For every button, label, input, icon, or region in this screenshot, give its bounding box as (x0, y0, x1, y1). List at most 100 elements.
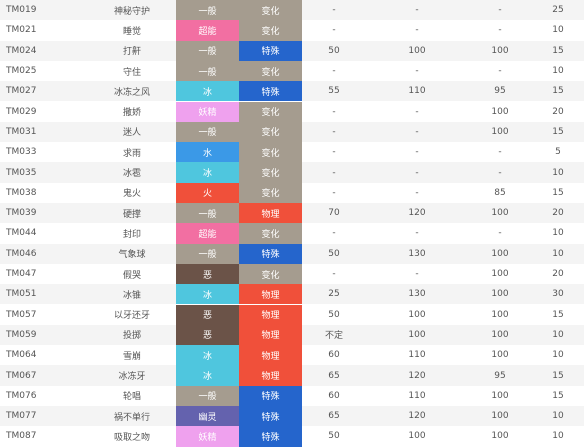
priority-value: 15 (552, 86, 564, 97)
tm-number: TM031 (6, 126, 37, 137)
tm-number: TM087 (6, 431, 37, 442)
priority-value: 10 (552, 350, 564, 361)
table-row[interactable]: TM077 祸不单行 幽灵 特殊 65 120 100 10 (0, 406, 584, 427)
priority-value: 15 (552, 390, 564, 401)
move-name: 求雨 (122, 148, 141, 159)
table-row[interactable]: TM051 冰锥 冰物理 25 130 100 30 (0, 284, 584, 305)
table-row[interactable]: TM087 吸取之吻 妖精 特殊 50 100 100 10 (0, 426, 584, 447)
table-row[interactable]: TM076 轮唱 一般 特殊 60 110 100 15 (0, 385, 584, 406)
power-value: - (332, 187, 336, 198)
type-badge: 幽灵 (176, 406, 239, 427)
table-row[interactable]: TM027 冰冻之风 冰特殊 55 110 95 15 (0, 81, 584, 102)
move-name: 封印 (122, 229, 141, 240)
accuracy-value: 110 (408, 350, 426, 361)
priority-value: 10 (552, 25, 564, 36)
tm-number: TM057 (6, 309, 37, 320)
pp-value: 100 (491, 390, 509, 401)
power-value: - (332, 147, 336, 158)
table-row[interactable]: TM035 冰雹 冰变化 - - - 10 (0, 162, 584, 183)
tm-number: TM047 (6, 269, 37, 280)
power-value: 50 (328, 431, 340, 442)
power-value: 不定 (324, 331, 343, 342)
priority-value: 10 (552, 329, 564, 340)
pp-value: 100 (491, 309, 509, 320)
table-row[interactable]: TM021 睡觉 超能 变化 - - - 10 (0, 20, 584, 41)
accuracy-value: - (415, 66, 419, 77)
table-row[interactable]: TM033 求雨 水变化 - - - 5 (0, 142, 584, 163)
table-row[interactable]: TM031 迷人 一般 变化 - - 100 15 (0, 121, 584, 143)
priority-value: 15 (552, 309, 564, 320)
accuracy-value: 120 (408, 370, 426, 381)
type-badge: 冰 (176, 365, 239, 386)
type-badge: 超能 (176, 20, 239, 41)
type-badge: 恶 (176, 263, 239, 285)
move-name: 祸不单行 (113, 412, 150, 423)
power-value: - (332, 269, 336, 280)
type-badge: 恶 (176, 324, 239, 346)
type-badge: 一般 (176, 385, 239, 406)
accuracy-value: 130 (408, 289, 426, 300)
category-badge: 特殊 (239, 81, 302, 102)
power-value: 70 (328, 208, 340, 219)
category-badge: 物理 (239, 284, 302, 305)
pp-value: 95 (494, 370, 506, 381)
type-badge: 一般 (176, 243, 239, 264)
category-badge: 特殊 (239, 406, 302, 427)
table-row[interactable]: TM025 守住 一般 变化 - - - 10 (0, 60, 584, 82)
category-badge: 变化 (239, 121, 302, 143)
category-badge: 物理 (239, 345, 302, 366)
type-badge: 水 (176, 142, 239, 163)
power-value: - (332, 126, 336, 137)
tm-number: TM025 (6, 66, 37, 77)
pp-value: 85 (494, 187, 506, 198)
accuracy-value: - (415, 228, 419, 239)
priority-value: 30 (552, 289, 564, 300)
power-value: - (332, 167, 336, 178)
move-name: 迷人 (122, 128, 141, 139)
table-row[interactable]: TM024 打鼾 一般 特殊 50 100 100 15 (0, 40, 584, 61)
move-name: 打鼾 (122, 47, 141, 58)
table-row[interactable]: TM039 硬撑 一般 物理 70 120 100 20 (0, 203, 584, 224)
table-row[interactable]: TM047 假哭 恶变化 - - 100 20 (0, 263, 584, 285)
category-badge: 变化 (239, 223, 302, 244)
table-row[interactable]: TM046 气象球 一般 特殊 50 130 100 10 (0, 243, 584, 264)
move-name: 雪崩 (122, 351, 141, 362)
table-row[interactable]: TM067 冰冻牙 冰物理 65 120 95 15 (0, 365, 584, 386)
priority-value: 15 (552, 187, 564, 198)
table-row[interactable]: TM029 撒娇 妖精 变化 - - 100 20 (0, 101, 584, 122)
table-row[interactable]: TM038 鬼火 火变化 - - 85 15 (0, 182, 584, 203)
category-badge: 变化 (239, 20, 302, 41)
tm-number: TM029 (6, 106, 37, 117)
priority-value: 10 (552, 66, 564, 77)
table-row[interactable]: TM057 以牙还牙 恶物理 50 100 100 15 (0, 304, 584, 325)
type-badge: 冰 (176, 284, 239, 305)
accuracy-value: - (415, 106, 419, 117)
move-name: 轮唱 (122, 392, 141, 403)
tm-number: TM019 (6, 5, 37, 16)
table-row[interactable]: TM059 投掷 恶物理 不定 100 100 10 (0, 324, 584, 346)
type-badge: 超能 (176, 223, 239, 244)
move-name: 投掷 (122, 331, 141, 342)
move-name: 守住 (122, 67, 141, 78)
pp-value: - (498, 66, 502, 77)
pp-value: 100 (491, 45, 509, 56)
table-row[interactable]: TM019 神秘守护 一般 变化 - - - 25 (0, 0, 584, 21)
priority-value: 10 (552, 228, 564, 239)
priority-value: 20 (552, 269, 564, 280)
priority-value: 5 (555, 147, 561, 158)
power-value: 65 (328, 370, 340, 381)
accuracy-value: - (415, 5, 419, 16)
pp-value: - (498, 5, 502, 16)
category-badge: 特殊 (239, 40, 302, 61)
category-badge: 物理 (239, 324, 302, 346)
category-badge: 变化 (239, 263, 302, 285)
table-row[interactable]: TM064 雪崩 冰物理 60 110 100 10 (0, 345, 584, 366)
priority-value: 10 (552, 431, 564, 442)
type-badge: 冰 (176, 162, 239, 183)
pp-value: 100 (491, 350, 509, 361)
tm-number: TM051 (6, 289, 37, 300)
priority-value: 10 (552, 411, 564, 422)
category-badge: 物理 (239, 203, 302, 224)
table-row[interactable]: TM044 封印 超能 变化 - - - 10 (0, 223, 584, 244)
type-badge: 火 (176, 182, 239, 203)
